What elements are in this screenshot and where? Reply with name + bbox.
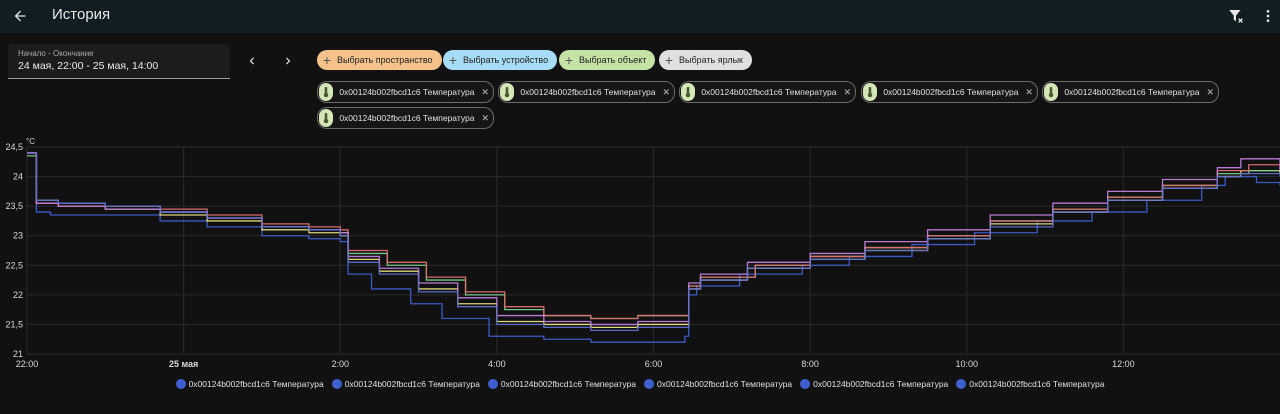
legend-item[interactable]: 0x00124b002fbcd1c6 Температура xyxy=(175,377,324,391)
page-title: История xyxy=(52,6,111,23)
legend-swatch xyxy=(956,379,967,389)
y-tick-label: 23 xyxy=(13,231,23,241)
thermometer-icon xyxy=(319,83,334,101)
legend-label: 0x00124b002fbcd1c6 Температура xyxy=(813,379,949,389)
y-tick-label: 24,5 xyxy=(5,142,23,152)
plus-icon: + xyxy=(564,52,574,68)
legend-label: 0x00124b002fbcd1c6 Температура xyxy=(500,379,636,389)
more-vert-icon[interactable] xyxy=(1254,2,1280,30)
legend-label: 0x00124b002fbcd1c6 Температура xyxy=(344,379,480,389)
entity-chip-label: 0x00124b002fbcd1c6 Температура xyxy=(339,87,475,97)
entity-chip[interactable]: 0x00124b002fbcd1c6 Температура ✕ xyxy=(679,81,856,103)
close-icon[interactable]: ✕ xyxy=(481,112,489,123)
app-header: История xyxy=(0,0,1280,33)
pick-area-button[interactable]: + Выбрать пространство xyxy=(317,50,442,70)
close-icon[interactable]: ✕ xyxy=(1025,86,1033,97)
legend-label: 0x00124b002fbcd1c6 Температура xyxy=(657,379,793,389)
entity-chip[interactable]: 0x00124b002fbcd1c6 Температура ✕ xyxy=(317,81,494,103)
pick-device-button[interactable]: + Выбрать устройство xyxy=(443,50,558,70)
x-tick-label: 10:00 xyxy=(955,359,978,369)
x-tick-label: 12:00 xyxy=(1112,359,1135,369)
x-tick-label: 6:00 xyxy=(645,359,663,369)
entity-chip[interactable]: 0x00124b002fbcd1c6 Температура ✕ xyxy=(861,81,1038,103)
entity-chip-label: 0x00124b002fbcd1c6 Температура xyxy=(1064,87,1200,97)
series-line-5 xyxy=(27,152,1280,331)
entity-chip-label: 0x00124b002fbcd1c6 Температура xyxy=(701,87,837,97)
thermometer-icon xyxy=(863,83,878,101)
legend-label: 0x00124b002fbcd1c6 Температура xyxy=(969,379,1105,389)
y-tick-label: 23,5 xyxy=(5,201,23,211)
plus-icon: + xyxy=(448,52,458,68)
history-chart[interactable]: 21 21,5 22 22,5 23 23,5 24 24,5°C 22:00 25 мая 2:0… xyxy=(0,132,1280,372)
legend-swatch xyxy=(644,379,654,389)
back-arrow-icon[interactable] xyxy=(6,2,34,30)
y-tick-label: 22,5 xyxy=(5,260,23,270)
entity-chip-label: 0x00124b002fbcd1c6 Температура xyxy=(520,87,656,97)
entity-chip[interactable]: 0x00124b002fbcd1c6 Температура ✕ xyxy=(498,81,675,103)
y-tick-label: 24 xyxy=(13,172,23,182)
legend-item[interactable]: 0x00124b002fbcd1c6 Температура xyxy=(956,377,1104,391)
plus-icon: + xyxy=(322,52,332,68)
thermometer-icon xyxy=(681,83,696,101)
close-icon[interactable]: ✕ xyxy=(1206,86,1214,97)
y-unit-label: °C xyxy=(26,137,35,146)
y-tick-label: 21 xyxy=(13,349,23,359)
chart-legend: 0x00124b002fbcd1c6 Температура 0x00124b00… xyxy=(0,377,1280,391)
pick-entity-button[interactable]: + Выбрать объект xyxy=(559,50,656,70)
chevron-left-icon[interactable] xyxy=(238,47,266,75)
chevron-right-icon[interactable] xyxy=(274,47,302,75)
date-range-value: 24 мая, 22:00 - 25 мая, 14:00 xyxy=(18,60,159,72)
x-tick-label: 22:00 xyxy=(16,359,39,369)
x-tick-label: 8:00 xyxy=(801,359,819,369)
y-tick-label: 22 xyxy=(13,290,23,300)
close-icon[interactable]: ✕ xyxy=(662,86,670,97)
legend-swatch xyxy=(331,379,342,389)
y-tick-label: 21,5 xyxy=(5,319,23,329)
entity-chip[interactable]: 0x00124b002fbcd1c6 Температура ✕ xyxy=(317,107,494,129)
entity-chip-label: 0x00124b002fbcd1c6 Температура xyxy=(883,87,1019,97)
x-tick-label: 4:00 xyxy=(488,359,506,369)
legend-item[interactable]: 0x00124b002fbcd1c6 Температура xyxy=(644,377,792,391)
legend-item[interactable]: 0x00124b002fbcd1c6 Температура xyxy=(800,377,948,391)
legend-swatch xyxy=(487,379,498,389)
close-icon[interactable]: ✕ xyxy=(481,86,489,97)
plus-icon: + xyxy=(664,52,674,68)
legend-item[interactable]: 0x00124b002fbcd1c6 Температура xyxy=(487,377,636,391)
x-tick-label: 2:00 xyxy=(331,359,349,369)
legend-swatch xyxy=(175,379,186,389)
filter-remove-icon[interactable] xyxy=(1222,2,1250,30)
close-icon[interactable]: ✕ xyxy=(843,86,851,97)
date-range-label: Начало - Окончание xyxy=(18,49,94,58)
entity-chip-label: 0x00124b002fbcd1c6 Температура xyxy=(339,113,475,123)
legend-item[interactable]: 0x00124b002fbcd1c6 Температура xyxy=(331,377,480,391)
date-range-picker[interactable]: Начало - Окончание 24 мая, 22:00 - 25 ма… xyxy=(8,44,230,79)
legend-swatch xyxy=(800,379,811,389)
legend-label: 0x00124b002fbcd1c6 Температура xyxy=(188,379,324,389)
thermometer-icon xyxy=(319,109,334,127)
thermometer-icon xyxy=(500,83,515,101)
x-tick-label: 25 мая xyxy=(169,359,198,369)
pick-label-button[interactable]: + Выбрать ярлык xyxy=(659,50,752,70)
entity-chip[interactable]: 0x00124b002fbcd1c6 Температура ✕ xyxy=(1042,81,1219,103)
series-line-3 xyxy=(27,152,1280,320)
thermometer-icon xyxy=(1044,83,1059,101)
